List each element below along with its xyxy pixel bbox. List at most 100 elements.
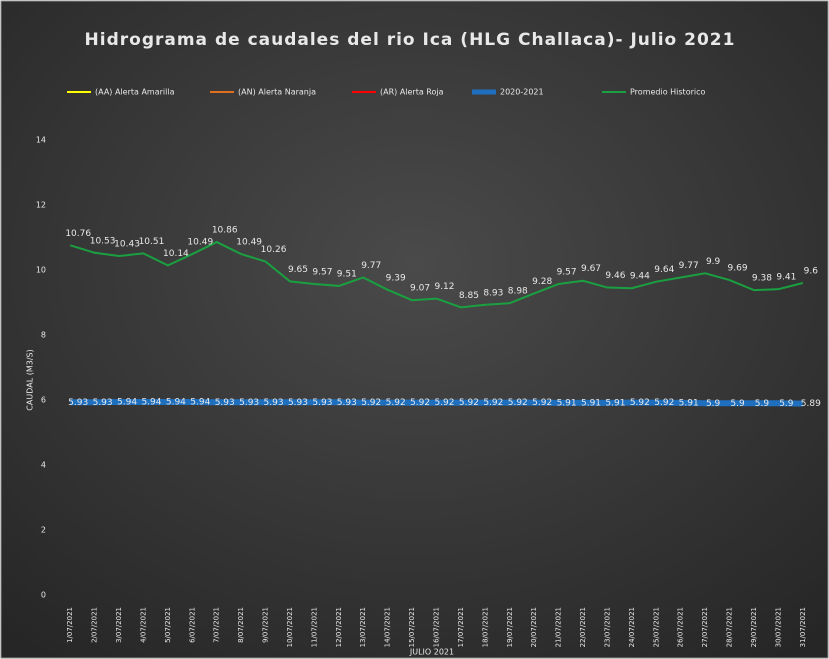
- data-label: 5.92: [508, 398, 528, 408]
- data-label: 5.94: [117, 397, 137, 407]
- x-tick-label: 28/07/2021: [726, 607, 734, 647]
- x-tick-label: 20/07/2021: [530, 607, 538, 647]
- legend-label: 2020-2021: [500, 88, 544, 97]
- data-label: 9.6: [804, 267, 819, 277]
- legend-label: (AN) Alerta Naranja: [238, 88, 316, 97]
- data-label: 10.49: [236, 238, 262, 248]
- data-label: 10.76: [65, 229, 91, 239]
- data-label: 5.9: [755, 399, 770, 409]
- data-label: 5.92: [459, 398, 479, 408]
- x-tick-label: 31/07/2021: [799, 607, 807, 647]
- data-label: 10.14: [163, 249, 189, 259]
- x-tick-label: 8/07/2021: [237, 607, 245, 643]
- data-label: 8.93: [483, 288, 503, 298]
- x-tick-label: 19/07/2021: [506, 607, 514, 647]
- data-label: 5.91: [581, 398, 601, 408]
- data-label: 5.92: [434, 398, 454, 408]
- x-tick-label: 25/07/2021: [652, 607, 660, 647]
- x-tick-label: 26/07/2021: [677, 607, 685, 647]
- data-label: 9.9: [706, 257, 721, 267]
- data-label: 9.51: [337, 269, 357, 279]
- x-tick-label: 27/07/2021: [701, 607, 709, 647]
- series-line: [70, 398, 803, 407]
- data-label: 10.43: [114, 240, 140, 250]
- y-tick-label: 12: [36, 201, 46, 210]
- data-label: 5.92: [361, 398, 381, 408]
- y-tick-label: 4: [41, 461, 46, 470]
- data-label: 9.41: [776, 273, 796, 283]
- x-tick-label: 22/07/2021: [579, 607, 587, 647]
- data-label: 9.12: [434, 282, 454, 292]
- x-tick-label: 11/07/2021: [310, 607, 318, 647]
- legend-label: Promedio Historico: [630, 88, 705, 97]
- data-label: 5.9: [779, 399, 794, 409]
- x-tick-label: 1/07/2021: [66, 607, 74, 643]
- data-label: 5.93: [264, 398, 284, 408]
- data-label: 5.91: [679, 398, 699, 408]
- data-label: 10.86: [212, 226, 238, 236]
- data-label: 5.92: [483, 398, 503, 408]
- data-label: 9.77: [679, 261, 699, 271]
- data-label: 5.9: [730, 399, 745, 409]
- x-tick-label: 2/07/2021: [91, 607, 99, 643]
- data-label: 9.77: [361, 261, 381, 271]
- x-tick-label: 7/07/2021: [213, 607, 221, 643]
- x-tick-label: 4/07/2021: [139, 607, 147, 643]
- data-label: 10.53: [90, 236, 116, 246]
- x-tick-label: 21/07/2021: [555, 607, 563, 647]
- data-label: 5.91: [605, 398, 625, 408]
- data-label: 5.93: [215, 398, 235, 408]
- data-label: 9.69: [728, 264, 748, 274]
- data-label: 5.94: [166, 397, 186, 407]
- data-label: 5.93: [239, 398, 259, 408]
- x-tick-label: 15/07/2021: [408, 607, 416, 647]
- data-label: 5.94: [190, 397, 210, 407]
- x-tick-label: 9/07/2021: [262, 607, 270, 643]
- data-label: 10.49: [187, 238, 213, 248]
- data-label: 9.64: [654, 265, 674, 275]
- data-label: 9.07: [410, 284, 430, 294]
- data-label: 5.91: [557, 398, 577, 408]
- data-label: 5.93: [68, 398, 88, 408]
- data-label: 9.57: [312, 267, 332, 277]
- data-label: 9.44: [630, 272, 650, 282]
- x-tick-label: 14/07/2021: [384, 607, 392, 647]
- data-label: 5.92: [532, 398, 552, 408]
- x-tick-label: 17/07/2021: [457, 607, 465, 647]
- x-tick-label: 16/07/2021: [433, 607, 441, 647]
- x-tick-label: 3/07/2021: [115, 607, 123, 643]
- data-label: 5.93: [93, 398, 113, 408]
- x-tick-label: 30/07/2021: [774, 607, 782, 647]
- data-label: 10.26: [261, 245, 287, 255]
- data-label: 5.89: [801, 399, 821, 409]
- data-label: 9.67: [581, 264, 601, 274]
- y-tick-label: 8: [41, 331, 46, 340]
- data-label: 5.9: [706, 399, 721, 409]
- chart-title: Hidrograma de caudales del rio Ica (HLG …: [85, 30, 736, 50]
- data-label: 5.92: [410, 398, 430, 408]
- data-label: 5.93: [288, 398, 308, 408]
- data-label: 9.39: [386, 273, 406, 283]
- x-tick-label: 24/07/2021: [628, 607, 636, 647]
- x-tick-label: 10/07/2021: [286, 607, 294, 647]
- data-label: 5.92: [654, 398, 674, 408]
- data-label: 9.46: [605, 271, 625, 281]
- series-line: [69, 240, 804, 309]
- x-tick-label: 6/07/2021: [188, 607, 196, 643]
- data-label: 5.92: [630, 398, 650, 408]
- y-axis-label: CAUDAL (M3/S): [26, 349, 35, 410]
- x-tick-label: 5/07/2021: [164, 607, 172, 643]
- y-tick-label: 14: [36, 136, 46, 145]
- x-tick-label: 13/07/2021: [359, 607, 367, 647]
- y-tick-label: 10: [36, 266, 46, 275]
- data-label: 9.28: [532, 277, 552, 287]
- data-label: 5.93: [312, 398, 332, 408]
- data-label: 9.38: [752, 274, 772, 284]
- data-label: 8.85: [459, 291, 479, 301]
- data-label: 5.93: [337, 398, 357, 408]
- x-tick-label: 18/07/2021: [481, 607, 489, 647]
- legend-label: (AA) Alerta Amarilla: [95, 88, 175, 97]
- x-tick-label: 29/07/2021: [750, 607, 758, 647]
